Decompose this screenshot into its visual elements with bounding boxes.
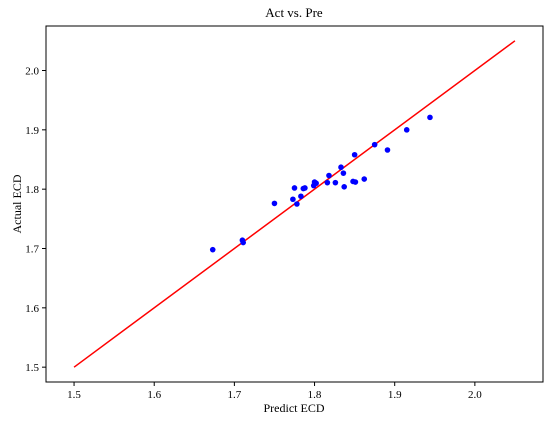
y-axis: 1.5 1.6 1.7 1.8 1.9 2.0 bbox=[25, 66, 46, 374]
data-point bbox=[371, 141, 378, 148]
x-tick-label: 1.5 bbox=[67, 389, 81, 401]
data-points bbox=[209, 114, 433, 253]
data-point bbox=[240, 239, 246, 246]
y-tick-label: 1.9 bbox=[25, 125, 39, 137]
data-point bbox=[313, 180, 319, 187]
data-point bbox=[291, 185, 298, 191]
data-point bbox=[298, 193, 304, 200]
data-point bbox=[403, 127, 410, 133]
x-tick-label: 1.9 bbox=[388, 389, 402, 401]
y-tick-label: 1.6 bbox=[25, 303, 39, 315]
data-point bbox=[361, 176, 368, 182]
data-point bbox=[338, 164, 344, 171]
data-point bbox=[427, 114, 433, 121]
y-tick-label: 1.5 bbox=[25, 362, 39, 374]
data-point bbox=[209, 246, 216, 253]
data-point bbox=[324, 179, 331, 186]
data-point bbox=[340, 170, 347, 176]
data-point bbox=[351, 151, 358, 158]
data-point bbox=[341, 183, 348, 190]
x-axis: 1.5 1.6 1.7 1.8 1.9 2.0 bbox=[67, 382, 482, 401]
data-point bbox=[332, 179, 339, 186]
x-tick-label: 1.7 bbox=[228, 389, 242, 401]
y-tick-label: 1.8 bbox=[25, 184, 39, 196]
x-tick-label: 1.8 bbox=[308, 389, 322, 401]
x-tick-label: 2.0 bbox=[468, 389, 482, 401]
data-point bbox=[384, 147, 391, 153]
data-point bbox=[352, 179, 359, 185]
y-tick-label: 1.7 bbox=[25, 244, 39, 256]
plot-frame bbox=[45, 25, 544, 383]
chart-title: Act vs. Pre bbox=[265, 5, 323, 20]
y-axis-label: Actual ECD bbox=[10, 174, 24, 233]
data-point bbox=[294, 201, 300, 207]
data-point bbox=[271, 200, 278, 207]
y-tick-label: 2.0 bbox=[25, 66, 39, 78]
x-axis-label: Predict ECD bbox=[264, 401, 325, 415]
data-point bbox=[326, 172, 332, 179]
data-point bbox=[290, 196, 296, 203]
data-point bbox=[302, 185, 308, 191]
x-tick-label: 1.6 bbox=[147, 389, 161, 401]
